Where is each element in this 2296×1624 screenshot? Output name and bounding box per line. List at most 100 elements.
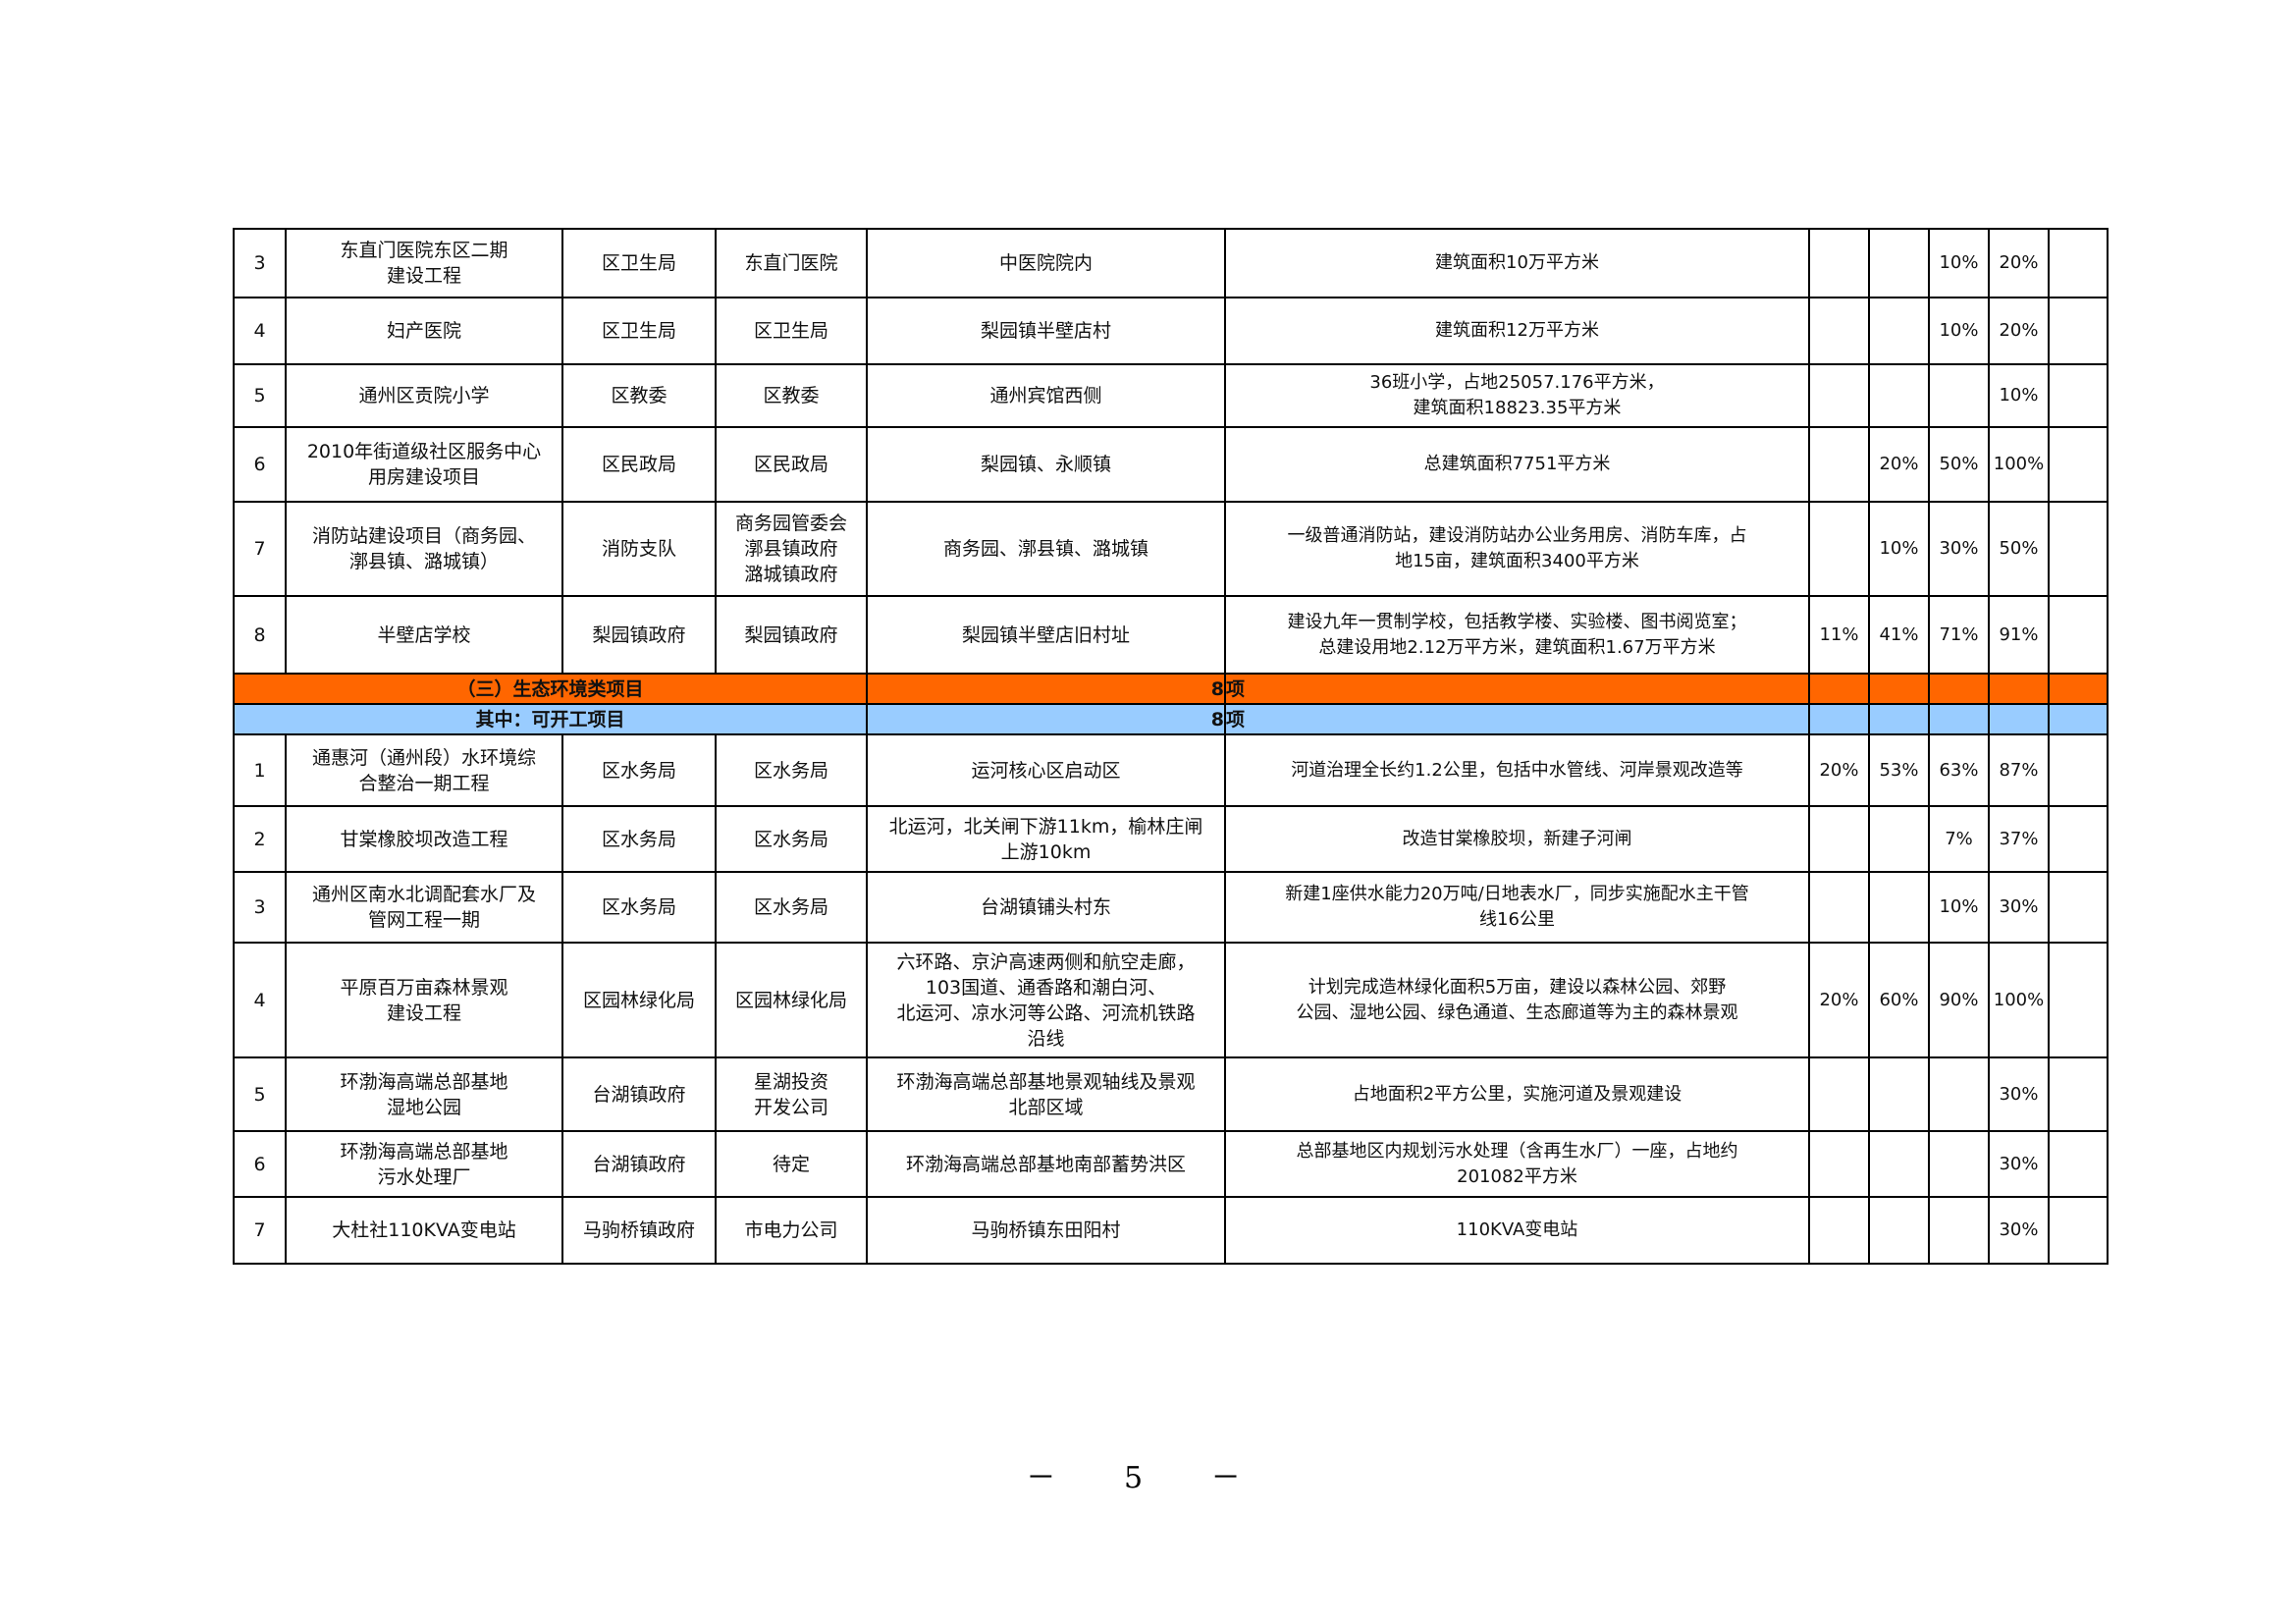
project-location: 环渤海高端总部基地景观轴线及景观 北部区域 [866, 1056, 1226, 1132]
progress-cell [2048, 426, 2109, 503]
section-unit: 项 [1224, 703, 1810, 735]
progress-cell: 30% [1988, 1196, 2050, 1265]
project-location: 通州宾馆西侧 [866, 363, 1226, 428]
project-name: 大杜社110KVA变电站 [285, 1196, 563, 1265]
project-location: 梨园镇半壁店村 [866, 297, 1226, 365]
progress-cell [1868, 363, 1930, 428]
project-name: 通州区贡院小学 [285, 363, 563, 428]
project-content: 36班小学，占地25057.176平方米， 建筑面积18823.35平方米 [1224, 363, 1810, 428]
project-name: 甘棠橡胶坝改造工程 [285, 805, 563, 873]
owner-unit: 区水务局 [715, 871, 868, 944]
progress-cell [1868, 297, 1930, 365]
owner-unit: 区教委 [715, 363, 868, 428]
table-row: 5 通州区贡院小学 区教委 区教委 通州宾馆西侧 36班小学，占地25057.176平方米… [233, 363, 2109, 428]
project-table: 3 东直门医院东区二期 建设工程 区卫生局 东直门医院 中医院院内 建筑面积10万平方米 1… [233, 228, 2109, 1265]
project-content: 110KVA变电站 [1224, 1196, 1810, 1265]
progress-cell: 87% [1988, 733, 2050, 807]
owner-unit: 星湖投资 开发公司 [715, 1056, 868, 1132]
progress-cell: 30% [1988, 871, 2050, 944]
progress-cell [1808, 805, 1870, 873]
table-row: 6 2010年街道级社区服务中心 用房建设项目 区民政局 区民政局 梨园镇、永顺镇 总建筑… [233, 426, 2109, 503]
progress-cell [2048, 228, 2109, 298]
table-row: 8 半壁店学校 梨园镇政府 梨园镇政府 梨园镇半壁店旧村址 建设九年一贯制学校，包括教学楼… [233, 595, 2109, 675]
project-name: 消防站建设项目（商务园、 漷县镇、潞城镇） [285, 501, 563, 597]
owner-unit: 区民政局 [715, 426, 868, 503]
progress-cell [2048, 297, 2109, 365]
progress-cell: 20% [1808, 733, 1870, 807]
responsible-dept: 区园林绿化局 [561, 942, 717, 1058]
project-content: 计划完成造林绿化面积5万亩，建设以森林公园、郊野 公园、湿地公园、绿色通道、生态… [1224, 942, 1810, 1058]
progress-cell: 50% [1988, 501, 2050, 597]
project-name: 通州区南水北调配套水厂及 管网工程一期 [285, 871, 563, 944]
project-location: 台湖镇铺头村东 [866, 871, 1226, 944]
project-name: 妇产医院 [285, 297, 563, 365]
progress-cell [2048, 501, 2109, 597]
progress-cell: 53% [1868, 733, 1930, 807]
table-body-eco: 1 通惠河（通州段）水环境综 合整治一期工程 区水务局 区水务局 运河核心区启动区 河道治… [233, 733, 2109, 1265]
table-row: 4 平原百万亩森林景观 建设工程 区园林绿化局 区园林绿化局 六环路、京沪高速两侧和航空… [233, 942, 2109, 1058]
progress-cell: 10% [1928, 871, 1990, 944]
table-row: 3 通州区南水北调配套水厂及 管网工程一期 区水务局 区水务局 台湖镇铺头村东 新建1座供… [233, 871, 2109, 944]
table-row: 4 妇产医院 区卫生局 区卫生局 梨园镇半壁店村 建筑面积12万平方米 10% 20% [233, 297, 2109, 365]
project-location: 商务园、漷县镇、潞城镇 [866, 501, 1226, 597]
progress-cell [2048, 1130, 2109, 1198]
progress-cell [1808, 1196, 1870, 1265]
progress-cell [1868, 871, 1930, 944]
responsible-dept: 区教委 [561, 363, 717, 428]
progress-cell [1868, 1130, 1930, 1198]
progress-cell [2048, 595, 2109, 675]
section-label: 其中：可开工项目 [233, 703, 868, 735]
progress-cell [1808, 501, 1870, 597]
project-name: 2010年街道级社区服务中心 用房建设项目 [285, 426, 563, 503]
progress-cell [1928, 363, 1990, 428]
owner-unit: 区卫生局 [715, 297, 868, 365]
progress-cell: 7% [1928, 805, 1990, 873]
table-row: 7 大杜社110KVA变电站 马驹桥镇政府 市电力公司 马驹桥镇东田阳村 110KVA变电… [233, 1196, 2109, 1265]
project-name: 通惠河（通州段）水环境综 合整治一期工程 [285, 733, 563, 807]
project-name: 半壁店学校 [285, 595, 563, 675]
progress-cell [1808, 363, 1870, 428]
progress-cell: 37% [1988, 805, 2050, 873]
owner-unit: 区水务局 [715, 733, 868, 807]
project-name: 环渤海高端总部基地 污水处理厂 [285, 1130, 563, 1198]
project-name: 环渤海高端总部基地 湿地公园 [285, 1056, 563, 1132]
progress-cell [1808, 297, 1870, 365]
progress-cell [1808, 1056, 1870, 1132]
progress-cell: 10% [1868, 501, 1930, 597]
project-content: 一级普通消防站，建设消防站办公业务用房、消防车库，占 地15亩，建筑面积3400… [1224, 501, 1810, 597]
responsible-dept: 台湖镇政府 [561, 1056, 717, 1132]
project-location: 环渤海高端总部基地南部蓄势洪区 [866, 1130, 1226, 1198]
table-body-social: 3 东直门医院东区二期 建设工程 区卫生局 东直门医院 中医院院内 建筑面积10万平方米 1… [233, 228, 2109, 675]
progress-cell [1928, 1196, 1990, 1265]
progress-cell [1868, 805, 1930, 873]
section-row-startable: 其中：可开工项目 8 项 [233, 703, 2109, 735]
progress-cell: 20% [1988, 297, 2050, 365]
row-number: 4 [233, 942, 287, 1058]
progress-cell [2048, 805, 2109, 873]
progress-cell: 10% [1988, 363, 2050, 428]
responsible-dept: 消防支队 [561, 501, 717, 597]
row-number: 2 [233, 805, 287, 873]
project-location: 梨园镇半壁店旧村址 [866, 595, 1226, 675]
project-content: 占地面积2平方公里，实施河道及景观建设 [1224, 1056, 1810, 1132]
table-row: 1 通惠河（通州段）水环境综 合整治一期工程 区水务局 区水务局 运河核心区启动区 河道治… [233, 733, 2109, 807]
section-count: 8 [866, 673, 1226, 705]
section-label: （三）生态环境类项目 [233, 673, 868, 705]
row-number: 1 [233, 733, 287, 807]
project-content: 建设九年一贯制学校，包括教学楼、实验楼、图书阅览室； 总建设用地2.12万平方米… [1224, 595, 1810, 675]
project-location: 六环路、京沪高速两侧和航空走廊， 103国道、通香路和潮白河、 北运河、凉水河等… [866, 942, 1226, 1058]
progress-cell [2048, 1196, 2109, 1265]
progress-cell [2048, 733, 2109, 807]
progress-cell [2048, 363, 2109, 428]
progress-cell: 71% [1928, 595, 1990, 675]
progress-cell: 91% [1988, 595, 2050, 675]
owner-unit: 市电力公司 [715, 1196, 868, 1265]
progress-cell [1928, 1130, 1990, 1198]
progress-cell [1808, 228, 1870, 298]
owner-unit: 待定 [715, 1130, 868, 1198]
project-location: 北运河，北关闸下游11km，榆林庄闸 上游10km [866, 805, 1226, 873]
row-number: 3 [233, 228, 287, 298]
progress-cell: 10% [1928, 228, 1990, 298]
owner-unit: 梨园镇政府 [715, 595, 868, 675]
section-count: 8 [866, 703, 1226, 735]
